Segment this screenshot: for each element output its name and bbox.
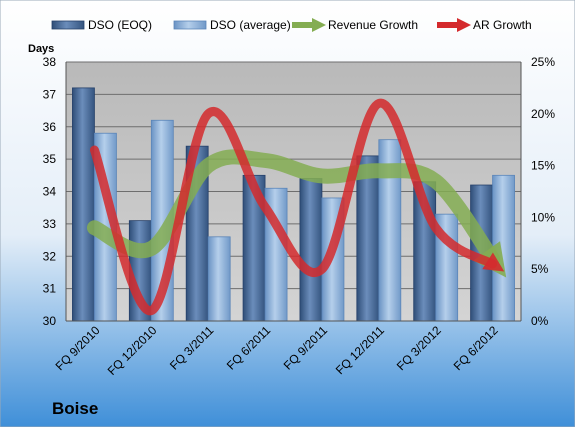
legend-arrow-icon — [457, 18, 471, 32]
legend-swatch — [51, 20, 85, 30]
bar-dso-eoq — [356, 155, 380, 322]
growth-lines — [86, 98, 507, 316]
bar-dso-eoq — [72, 87, 95, 322]
revenue-growth-line — [86, 149, 507, 278]
bar-dso-average — [492, 174, 515, 322]
y-left-tick-label: 33 — [43, 217, 57, 231]
legend-label: DSO (average) — [210, 18, 291, 32]
bar-dso-average — [207, 236, 231, 322]
legend-arrow-icon — [312, 18, 326, 32]
ar-growth-line — [89, 98, 505, 316]
legend-label: DSO (EOQ) — [88, 18, 152, 32]
y-axis-label: Days — [28, 43, 54, 55]
legend: DSO (EOQ) DSO (average) Revenue Growth AR G… — [51, 18, 532, 32]
y-left-tick-label: 30 — [43, 314, 57, 328]
bar-dso-eoq — [299, 178, 323, 322]
y-right-tick-label: 0% — [531, 314, 549, 328]
y-left-tick-label: 36 — [43, 120, 57, 134]
y-left-tick-label: 37 — [43, 87, 57, 101]
y-left-tick-label: 34 — [43, 185, 57, 199]
legend-swatch — [173, 20, 207, 30]
y-left-tick-label: 38 — [43, 55, 57, 69]
y-right-tick-label: 15% — [531, 159, 555, 173]
y-right-tick-label: 5% — [531, 262, 549, 276]
y-right-tick-label: 25% — [531, 55, 555, 69]
y-right-tick-label: 20% — [531, 107, 555, 121]
bars — [72, 87, 515, 322]
y-left-tick-label: 35 — [43, 152, 57, 166]
legend-label: AR Growth — [473, 18, 532, 32]
legend-label: Revenue Growth — [328, 18, 418, 32]
y-right-tick-label: 10% — [531, 210, 555, 224]
y-left-tick-label: 31 — [43, 282, 57, 296]
chart-title: Boise — [52, 399, 98, 418]
y-left-tick-label: 32 — [43, 249, 57, 263]
